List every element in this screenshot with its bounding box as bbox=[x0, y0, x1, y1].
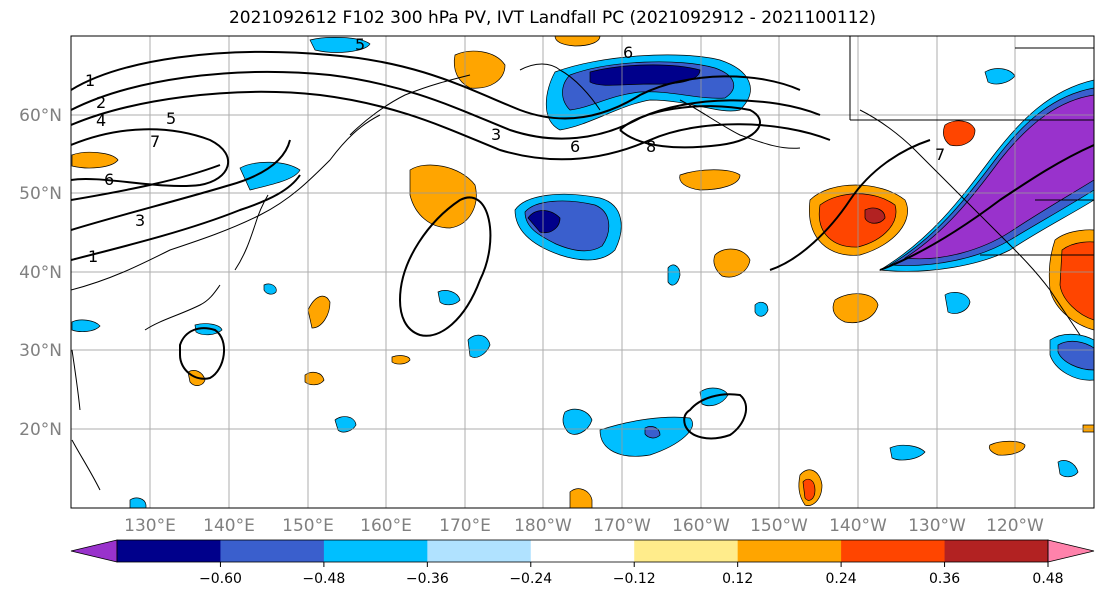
contour-label: 5 bbox=[166, 109, 176, 128]
contour-label: 6 bbox=[623, 43, 633, 62]
contour-label: 7 bbox=[150, 132, 160, 151]
lon-label: 180°W bbox=[514, 516, 572, 536]
lon-label: 120°W bbox=[986, 516, 1044, 536]
map-frame bbox=[70, 35, 1095, 509]
colorbar-segment bbox=[117, 540, 221, 562]
lon-label: 160°E bbox=[360, 516, 412, 536]
colorbar-frame bbox=[116, 539, 1049, 563]
colorbar-tick-label: −0.36 bbox=[406, 571, 449, 587]
colorbar-tick-label: −0.48 bbox=[302, 571, 345, 587]
colorbar-segment bbox=[841, 540, 946, 562]
lat-label: 30°N bbox=[19, 341, 62, 361]
colorbar-segment bbox=[737, 540, 842, 562]
pv-contours bbox=[71, 50, 1094, 440]
lat-label: 60°N bbox=[19, 106, 62, 126]
lon-label: 170°E bbox=[439, 516, 491, 536]
colorbar-segment bbox=[427, 540, 532, 562]
lon-label: 140°W bbox=[829, 516, 887, 536]
colorbar-segment bbox=[944, 540, 1049, 562]
lat-label: 40°N bbox=[19, 263, 62, 283]
kamchatka-positive-blob bbox=[409, 164, 477, 229]
map-title: 2021092612 F102 300 hPa PV, IVT Landfall… bbox=[228, 8, 876, 28]
contour-labels: 1 2 4 5 7 6 3 1 5 3 6 8 6 7 bbox=[85, 35, 945, 266]
colorbar-left-extension bbox=[70, 539, 118, 563]
latitude-labels: 60°N 50°N 40°N 30°N 20°N bbox=[19, 106, 62, 440]
colorbar-segments bbox=[117, 540, 1049, 562]
lon-label: 130°W bbox=[908, 516, 966, 536]
colorbar-segment bbox=[220, 540, 325, 562]
lon-label: 130°E bbox=[124, 516, 176, 536]
lon-label: 160°W bbox=[672, 516, 730, 536]
colorbar-tick-label: −0.12 bbox=[613, 571, 656, 587]
contour-label: 6 bbox=[570, 137, 580, 156]
contour-label: 7 bbox=[935, 145, 945, 164]
lon-label: 150°E bbox=[282, 516, 334, 536]
coastlines bbox=[71, 36, 1094, 491]
colorbar-ticks: −0.60 −0.48 −0.36 −0.24 −0.12 0.12 0.24 0.36 0.4… bbox=[199, 562, 1064, 587]
colorbar-tick-label: −0.24 bbox=[509, 571, 552, 587]
contour-label: 3 bbox=[135, 211, 145, 230]
colorbar-tick-label: −0.60 bbox=[199, 571, 242, 587]
contour-label: 4 bbox=[96, 111, 106, 130]
colorbar-right-extension bbox=[1047, 539, 1095, 563]
longitude-labels: 130°E 140°E 150°E 160°E 170°E 180°W 170°… bbox=[124, 516, 1044, 536]
contour-label: 8 bbox=[646, 137, 656, 156]
colorbar-segment bbox=[634, 540, 739, 562]
map-panel: 1 2 4 5 7 6 3 1 5 3 6 8 6 7 bbox=[71, 35, 1094, 508]
colorbar-tick-label: 0.36 bbox=[929, 571, 960, 587]
lat-label: 20°N bbox=[19, 420, 62, 440]
lon-label: 170°W bbox=[593, 516, 651, 536]
contour-label: 3 bbox=[491, 125, 501, 144]
shaded-anomalies bbox=[71, 36, 1094, 508]
contour-label: 2 bbox=[96, 93, 106, 112]
colorbar-segment bbox=[530, 540, 635, 562]
colorbar-tick-label: 0.48 bbox=[1032, 571, 1063, 587]
colorbar-tick-label: 0.12 bbox=[722, 571, 753, 587]
colorbar: −0.60 −0.48 −0.36 −0.24 −0.12 0.12 0.24 0.36 0.4… bbox=[70, 539, 1095, 587]
lon-label: 140°E bbox=[203, 516, 255, 536]
lon-label: 150°W bbox=[750, 516, 808, 536]
contour-label: 1 bbox=[88, 247, 98, 266]
colorbar-segment bbox=[323, 540, 428, 562]
contour-label: 5 bbox=[355, 35, 365, 54]
contour-label: 6 bbox=[104, 170, 114, 189]
contour-label: 1 bbox=[85, 71, 95, 90]
lat-label: 50°N bbox=[19, 184, 62, 204]
graticule bbox=[71, 36, 1094, 508]
colorbar-tick-label: 0.24 bbox=[826, 571, 857, 587]
